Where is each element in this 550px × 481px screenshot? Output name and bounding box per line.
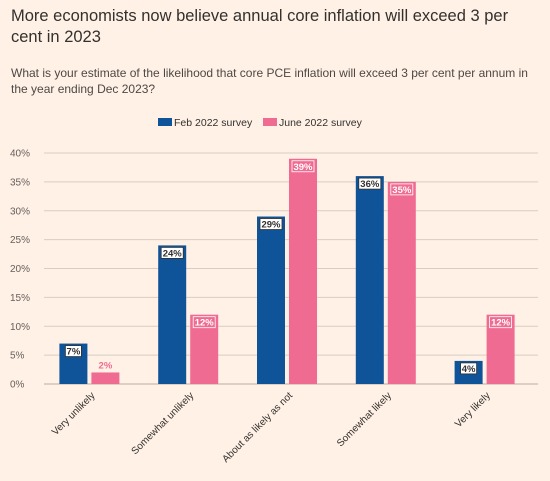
data-label: 39% <box>293 162 313 173</box>
y-tick-label: 20% <box>10 264 30 275</box>
y-tick-label: 5% <box>10 351 25 362</box>
data-label-box <box>65 345 82 357</box>
data-label: 7% <box>67 347 81 358</box>
data-label: 35% <box>392 185 412 196</box>
data-label-box <box>358 177 382 190</box>
bar-june <box>387 181 416 384</box>
data-labels: 7% 2% 24% 12% 29% 39% 36% 35% 4% 12% <box>65 160 513 375</box>
data-label: 12% <box>195 318 215 329</box>
x-category-label: Somewhat unlikely <box>130 390 197 457</box>
bar-feb <box>355 176 384 384</box>
y-axis-ticks: 0% 5% 10% 15% 20% 25% 30% 35% 40% <box>10 149 30 391</box>
data-label-box <box>259 218 283 230</box>
data-label-box <box>291 160 315 173</box>
legend-label: Feb 2022 survey <box>174 117 253 129</box>
legend: Feb 2022 survey June 2022 survey <box>158 117 363 129</box>
y-tick-label: 10% <box>10 322 30 333</box>
x-axis-categories: Very unlikely Somewhat unlikely About as l… <box>50 390 493 465</box>
data-label: 24% <box>163 248 183 259</box>
data-label-box <box>192 316 216 329</box>
legend-swatch <box>158 118 172 126</box>
data-label: 36% <box>360 179 380 190</box>
data-label-box <box>460 362 478 375</box>
data-label: 4% <box>462 364 476 375</box>
y-tick-label: 40% <box>10 149 30 160</box>
data-label-box <box>160 246 184 259</box>
data-label: 12% <box>491 318 511 329</box>
x-category-label: About as likely as not <box>221 390 296 465</box>
x-category-label: Very unlikely <box>50 390 97 437</box>
bar-june <box>91 372 120 384</box>
data-label: 29% <box>261 220 281 231</box>
data-label: 2% <box>99 360 113 371</box>
legend-label: June 2022 survey <box>279 117 363 129</box>
x-category-label: Very likely <box>453 390 493 430</box>
y-tick-label: 25% <box>10 235 30 246</box>
legend-swatch <box>263 118 277 126</box>
data-label-box <box>390 183 414 196</box>
x-category-label: Somewhat likely <box>335 390 394 449</box>
y-tick-label: 30% <box>10 206 30 217</box>
bar-june <box>289 158 317 384</box>
bar-feb <box>158 245 187 384</box>
y-tick-label: 15% <box>10 293 30 304</box>
y-tick-label: 0% <box>10 380 25 391</box>
chart-title: More economists now believe annual core … <box>11 7 509 46</box>
bars <box>59 158 515 384</box>
bar-feb <box>257 216 285 384</box>
y-tick-label: 35% <box>10 177 30 188</box>
chart-subtitle: What is your estimate of the likelihood … <box>11 66 528 96</box>
data-label-box <box>489 316 513 329</box>
